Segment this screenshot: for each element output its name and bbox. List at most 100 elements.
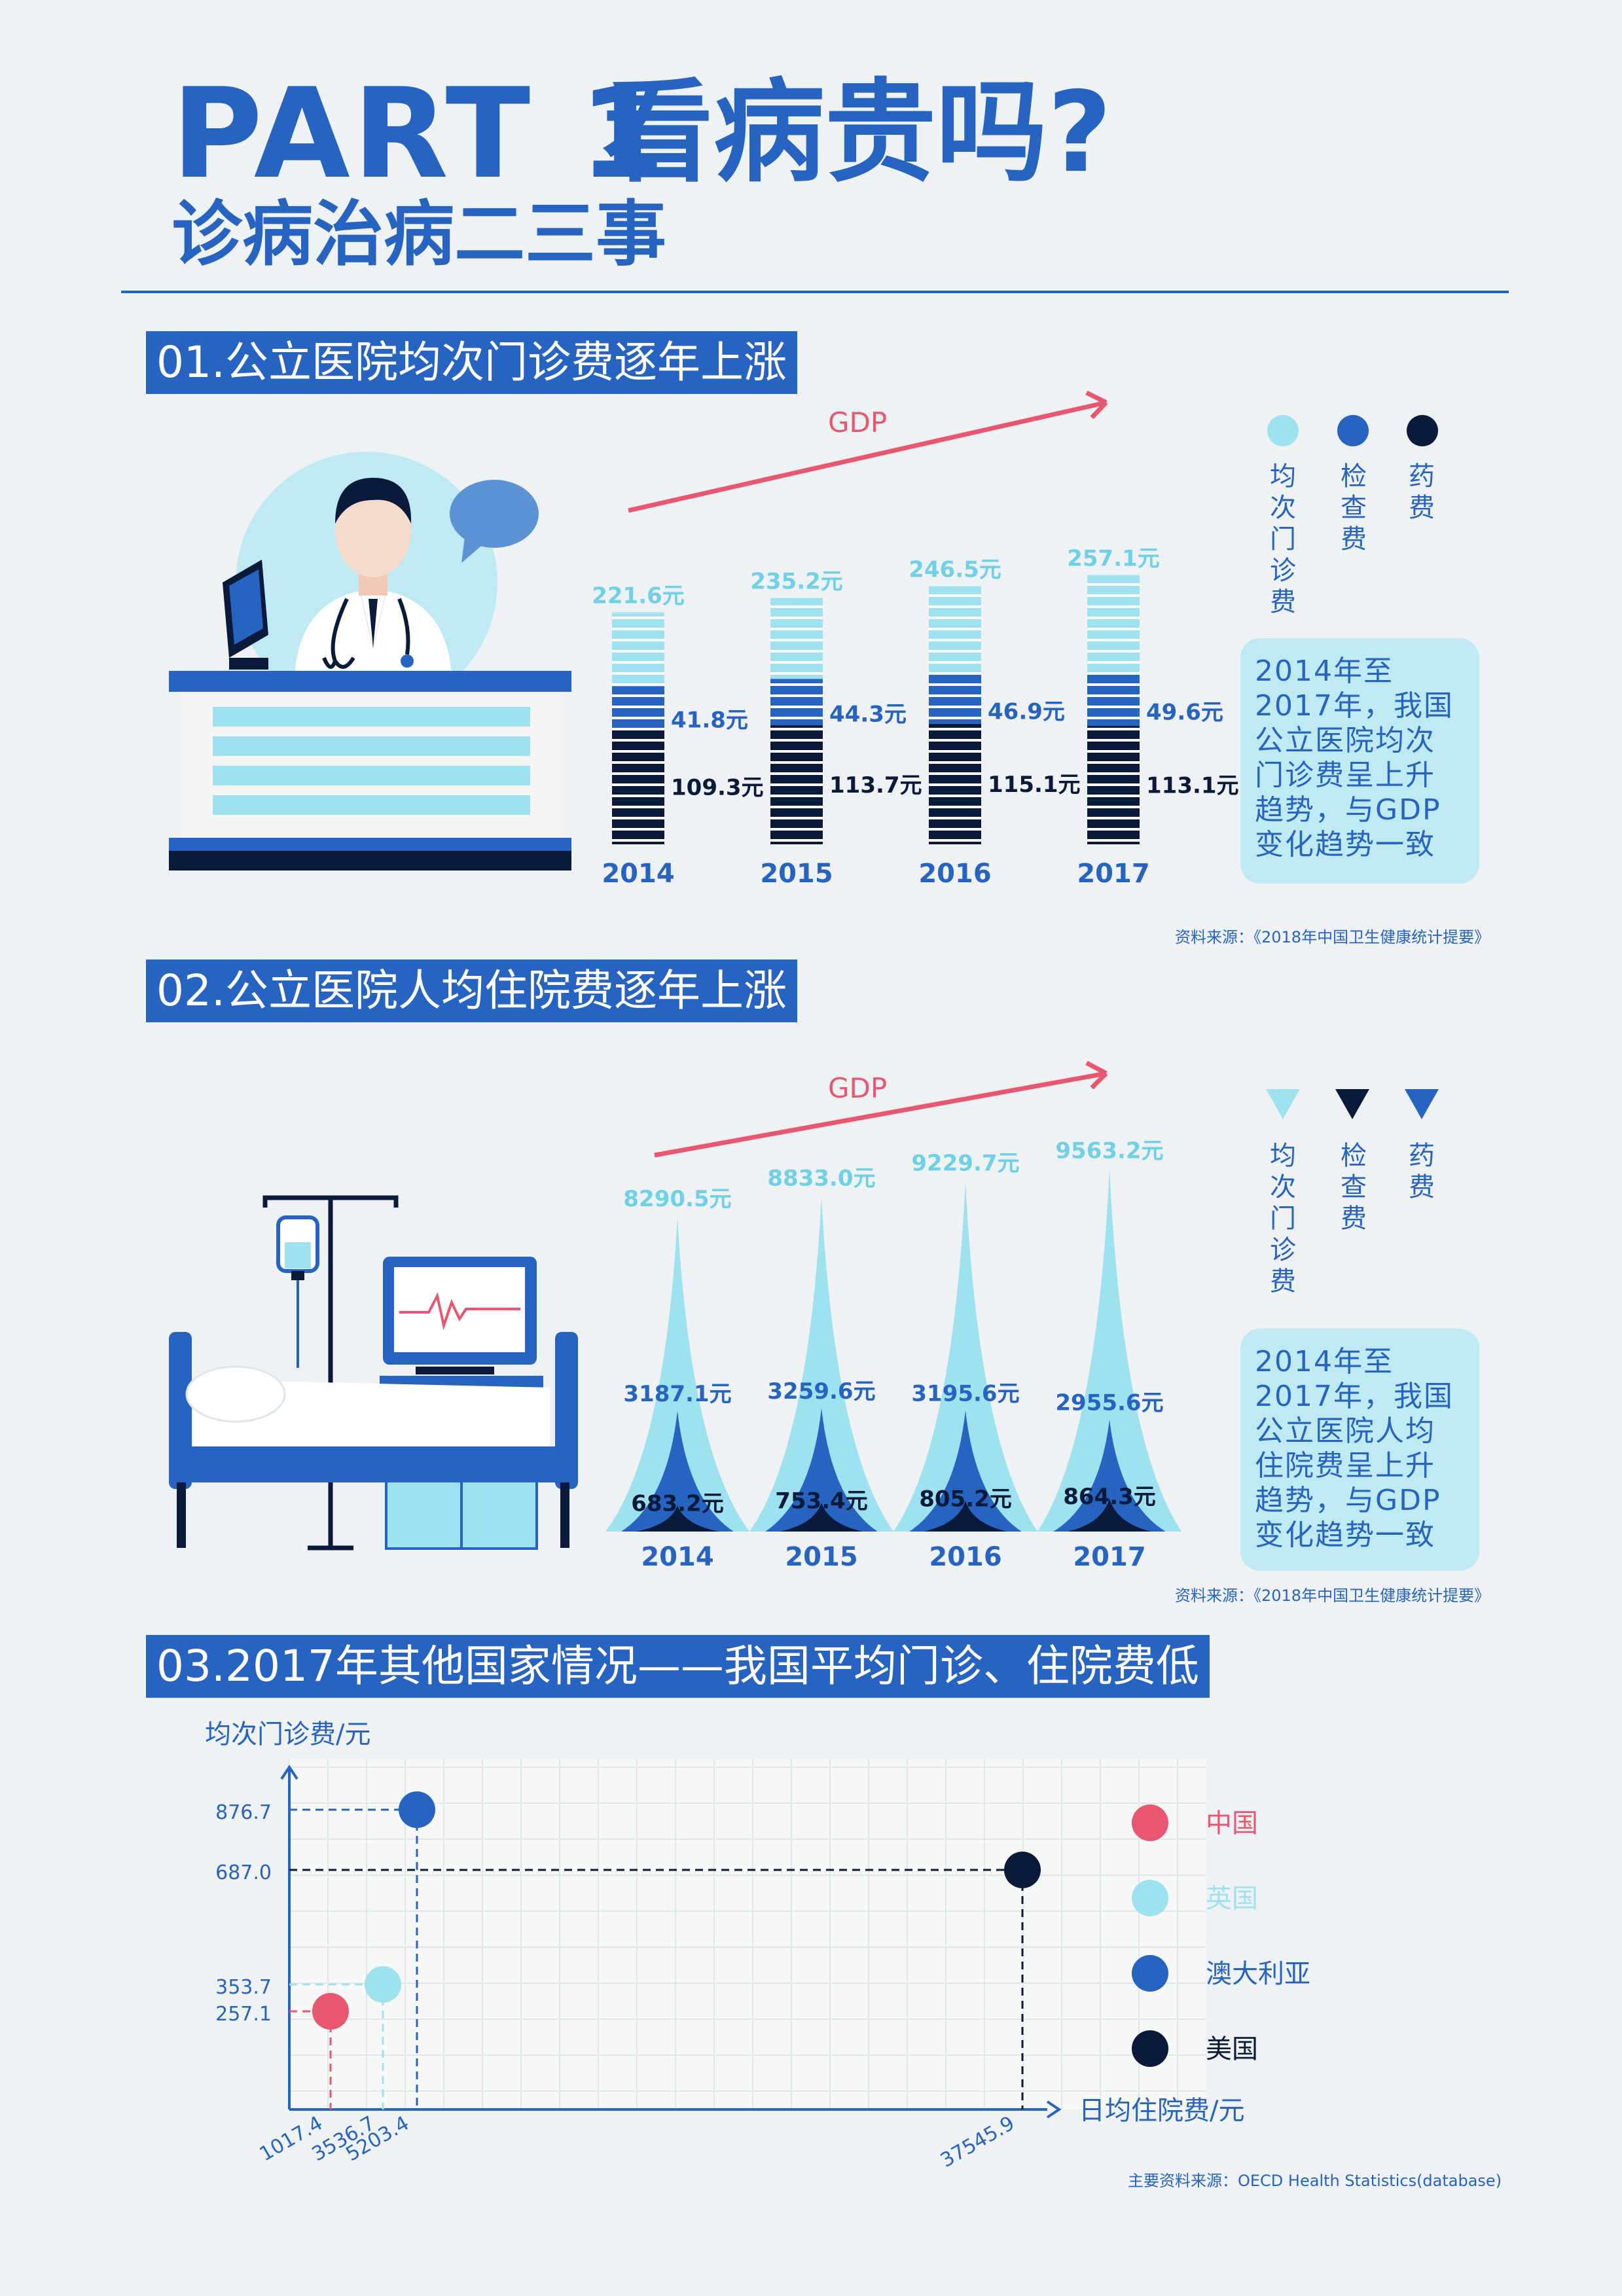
legend1-label-total: 均次门诊费: [1270, 461, 1296, 617]
bar-stripe: [929, 728, 981, 730]
bar-stripe: [929, 772, 981, 775]
section1-source: 资料来源：《2018年中国卫生健康统计提要》: [1175, 928, 1490, 946]
data-label-total: 8290.5元: [623, 1186, 731, 1212]
bar-stripe: [612, 672, 664, 675]
x-tick-label: 2014: [602, 859, 674, 889]
bar-stripe: [929, 761, 981, 764]
data-label-total: 246.5元: [909, 557, 1001, 583]
data-label-exam: 3259.6元: [767, 1378, 875, 1405]
x-tick-label: 2016: [929, 1542, 1001, 1572]
legend1-dot-exam: [1337, 415, 1369, 446]
x-axis-arrow: [1046, 2100, 1062, 2119]
bar-stripe: [612, 739, 664, 742]
y-tick-label: 687.0: [215, 1861, 272, 1884]
bar-stripe: [929, 828, 981, 831]
x-tick-label: 2015: [760, 859, 833, 889]
y-tick-label: 876.7: [215, 1801, 272, 1824]
bar-stripe: [929, 617, 981, 619]
data-label-exam: 49.6元: [1146, 699, 1223, 725]
legend2-triangle-exam: [1335, 1089, 1369, 1119]
peak-drug-2016: [924, 1501, 1007, 1532]
bar-stripe: [929, 839, 981, 842]
bar-exam-2016: [929, 674, 981, 724]
section3-source: 主要资料来源：OECD Health Statistics(database): [1128, 2172, 1502, 2190]
bar-stripe: [929, 628, 981, 630]
bar-stripe: [612, 650, 664, 653]
section2-heading: 02.公立医院人均住院费逐年上涨: [146, 960, 797, 1022]
bar-stripe: [770, 683, 823, 686]
peak-total-2017: [1037, 1168, 1181, 1532]
bar-stripe: [770, 772, 823, 775]
gdp-arrow-line-2: [654, 1071, 1107, 1158]
bar-stripe: [612, 661, 664, 664]
bar-stripe: [770, 817, 823, 819]
x-tick-label: 2017: [1077, 859, 1149, 889]
point-美国: [1004, 1852, 1041, 1888]
legend2-triangle-total: [1266, 1089, 1300, 1119]
bar-stripe: [770, 617, 823, 619]
data-label-exam: 46.9元: [988, 698, 1065, 725]
header-divider: [121, 291, 1509, 293]
legend2-label-total: 均次门诊费: [1270, 1141, 1296, 1297]
bar-stripe: [1087, 605, 1140, 608]
data-label-total: 8833.0元: [767, 1166, 875, 1192]
bar-stripe: [770, 694, 823, 697]
bar-stripe: [770, 639, 823, 641]
bar-stripe: [612, 717, 664, 719]
data-label-drug: 753.4元: [775, 1488, 868, 1514]
outpatient-fee-chart: GDP 2014 221.6元 41.8元 109.3元 2015 235.2元 44.3元…: [592, 390, 1239, 889]
bar-stripe: [929, 650, 981, 653]
bar-stripe: [929, 639, 981, 641]
data-label-total: 257.1元: [1067, 546, 1160, 572]
data-label-drug: 115.1元: [988, 772, 1081, 798]
bar-stripe: [1087, 817, 1140, 819]
bar-stripe: [770, 661, 823, 664]
peak-drug-2015: [780, 1503, 863, 1532]
bar-stripe: [1087, 728, 1140, 730]
legend1-label-drug: 药费: [1409, 461, 1435, 523]
gdp-label: GDP: [828, 406, 887, 439]
plot-area: [289, 1759, 1206, 2109]
bar-other-2017: [1087, 575, 1140, 674]
y-tick-label: 257.1: [215, 2003, 272, 2026]
bar-stripe: [612, 783, 664, 786]
bar-drug-2014: [612, 730, 664, 844]
bar-stripe: [929, 672, 981, 675]
legend3-dot-美国: [1132, 2030, 1168, 2067]
bar-stripe: [929, 661, 981, 664]
y-axis-label: 均次门诊费/元: [205, 1719, 370, 1749]
legend2-markers: [1266, 1089, 1439, 1119]
bar-stripe: [770, 806, 823, 808]
gdp-label-2: GDP: [828, 1072, 887, 1104]
bar-stripe: [612, 817, 664, 819]
bar-stripe: [929, 605, 981, 608]
bar-stripe: [929, 706, 981, 708]
bar-stripe: [770, 739, 823, 742]
section2-source: 资料来源：《2018年中国卫生健康统计提要》: [1175, 1587, 1490, 1605]
data-label-total: 221.6元: [592, 583, 685, 609]
bar-stripe: [612, 694, 664, 697]
bar-stripe: [612, 617, 664, 619]
legend1-label-exam: 检查费: [1341, 461, 1367, 554]
data-label-drug: 109.3元: [671, 775, 764, 801]
peak-exam-2017: [1053, 1419, 1166, 1532]
bar-stripe: [1087, 706, 1140, 708]
bar-stripe: [770, 795, 823, 797]
data-label-drug: 805.2元: [919, 1486, 1012, 1512]
peak-total-2014: [605, 1217, 749, 1532]
data-label-exam: 44.3元: [829, 702, 907, 728]
bar-stripe: [1087, 639, 1140, 641]
bar-stripe: [770, 728, 823, 730]
bar-stripe: [612, 683, 664, 686]
point-英国: [365, 1966, 401, 2003]
legend2-label-exam: 检查费: [1341, 1141, 1367, 1234]
legend3-dot-澳大利亚: [1132, 1955, 1168, 1992]
bar-stripe: [1087, 772, 1140, 775]
x-tick-label: 2014: [641, 1542, 713, 1572]
bar-stripe: [770, 828, 823, 831]
legend1-dot-total: [1267, 415, 1299, 446]
y-axis-arrow: [280, 1765, 298, 1780]
bar-stripe: [929, 783, 981, 786]
bar-stripe: [929, 817, 981, 819]
legend3-label: 澳大利亚: [1206, 1959, 1310, 1989]
